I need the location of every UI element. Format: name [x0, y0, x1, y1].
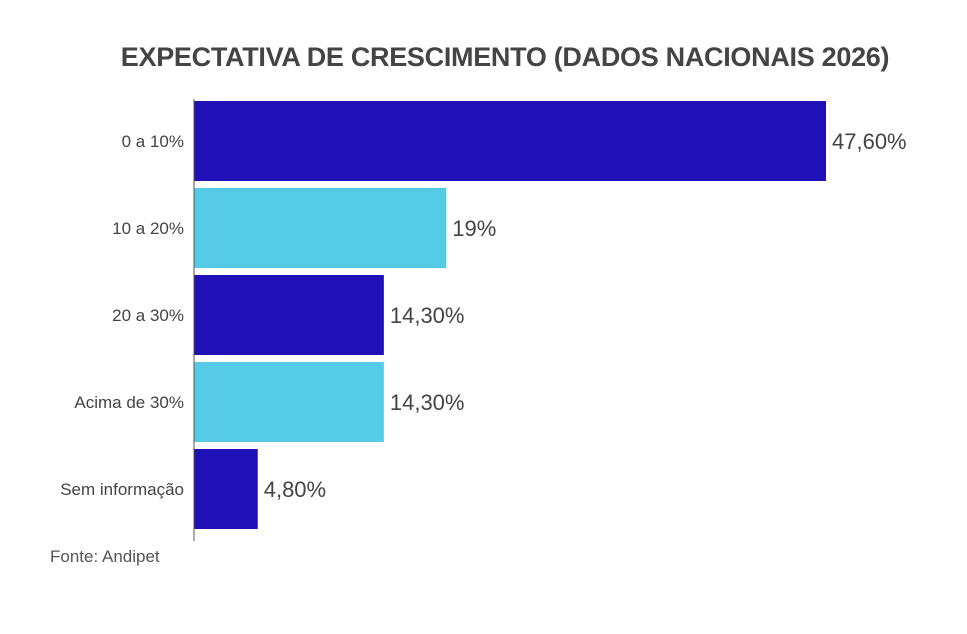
category-label: Acima de 30%	[74, 393, 184, 412]
bar	[194, 449, 258, 529]
data-label: 14,30%	[390, 390, 465, 415]
bar	[194, 362, 384, 442]
data-label: 19%	[452, 216, 496, 241]
data-label: 4,80%	[264, 477, 326, 502]
category-label: 0 a 10%	[122, 132, 184, 151]
bar	[194, 101, 826, 181]
source-note: Fonte: Andipet	[50, 547, 160, 566]
category-label: Sem informação	[60, 480, 184, 499]
category-label: 10 a 20%	[112, 219, 184, 238]
bar	[194, 188, 447, 268]
category-label: 20 a 30%	[112, 306, 184, 325]
bar	[194, 275, 384, 355]
data-label: 14,30%	[390, 303, 465, 328]
data-label: 47,60%	[832, 129, 907, 154]
chart-title: EXPECTATIVA DE CRESCIMENTO (DADOS NACION…	[120, 42, 890, 72]
